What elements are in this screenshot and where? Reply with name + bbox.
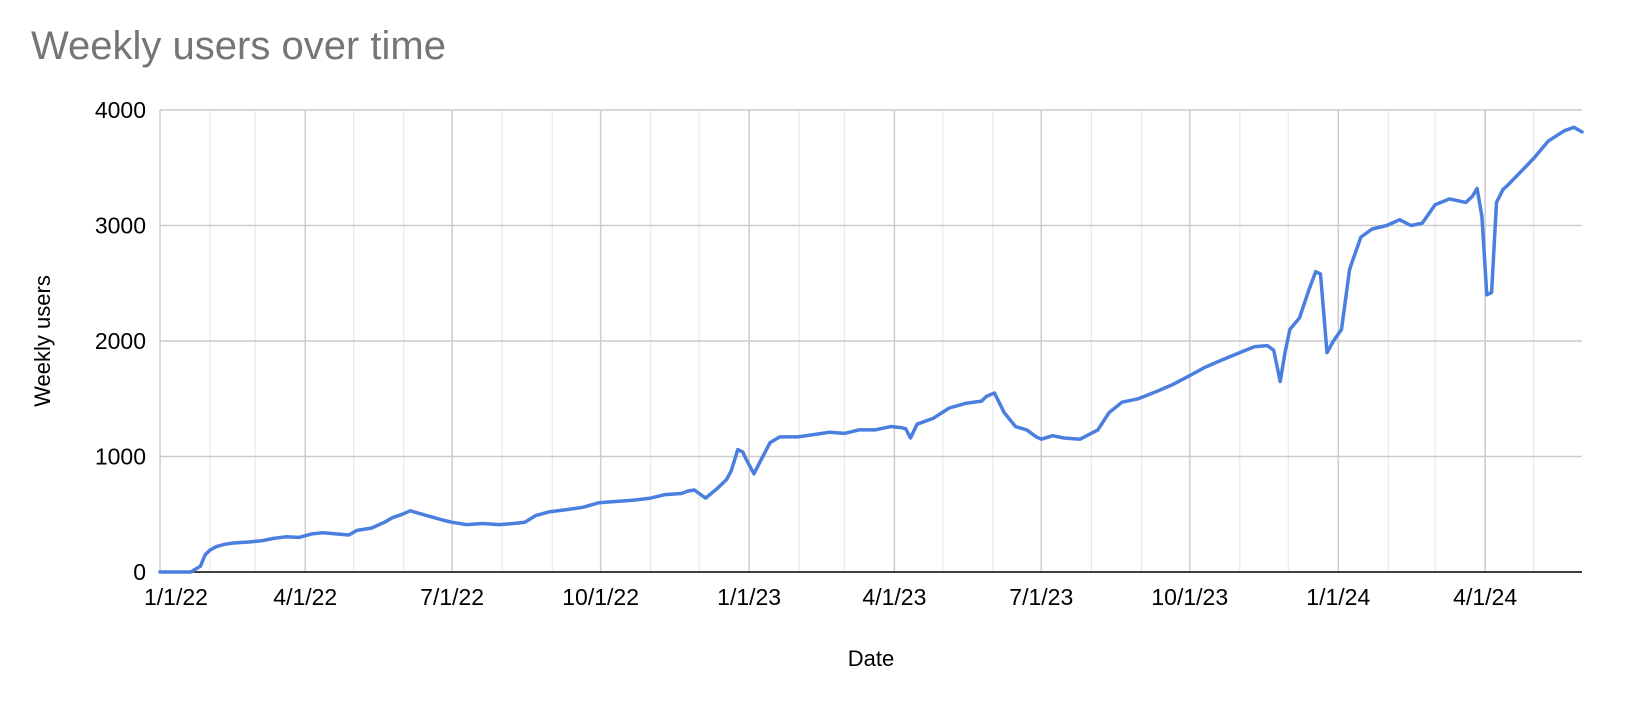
x-tick-label: 1/1/24 xyxy=(1306,584,1370,610)
x-tick-label: 10/1/22 xyxy=(562,584,639,610)
y-tick-label: 0 xyxy=(133,559,146,585)
x-axis-title: Date xyxy=(848,646,894,671)
y-tick-label: 4000 xyxy=(95,97,146,123)
y-tick-labels: 0 1000 2000 3000 4000 xyxy=(95,97,146,585)
y-axis-title: Weekly users xyxy=(30,275,55,407)
x-tick-label: 4/1/24 xyxy=(1453,584,1517,610)
major-gridlines xyxy=(159,109,1582,572)
series-line xyxy=(158,125,1584,574)
chart-title: Weekly users over time xyxy=(31,24,446,68)
x-tick-label: 10/1/23 xyxy=(1151,584,1228,610)
x-tick-label: 1/1/23 xyxy=(717,584,781,610)
y-tick-label: 2000 xyxy=(95,328,146,354)
x-tick-label: 7/1/23 xyxy=(1009,584,1073,610)
y-tick-label: 3000 xyxy=(95,213,146,239)
x-tick-label: 1/1/22 xyxy=(144,584,208,610)
x-tick-label: 4/1/23 xyxy=(862,584,926,610)
x-tick-labels: 1/1/22 4/1/22 7/1/22 10/1/22 1/1/23 4/1/23 7/1… xyxy=(144,584,1517,610)
x-tick-label: 4/1/22 xyxy=(273,584,337,610)
y-tick-label: 1000 xyxy=(95,444,146,470)
x-tick-label: 7/1/22 xyxy=(420,584,484,610)
